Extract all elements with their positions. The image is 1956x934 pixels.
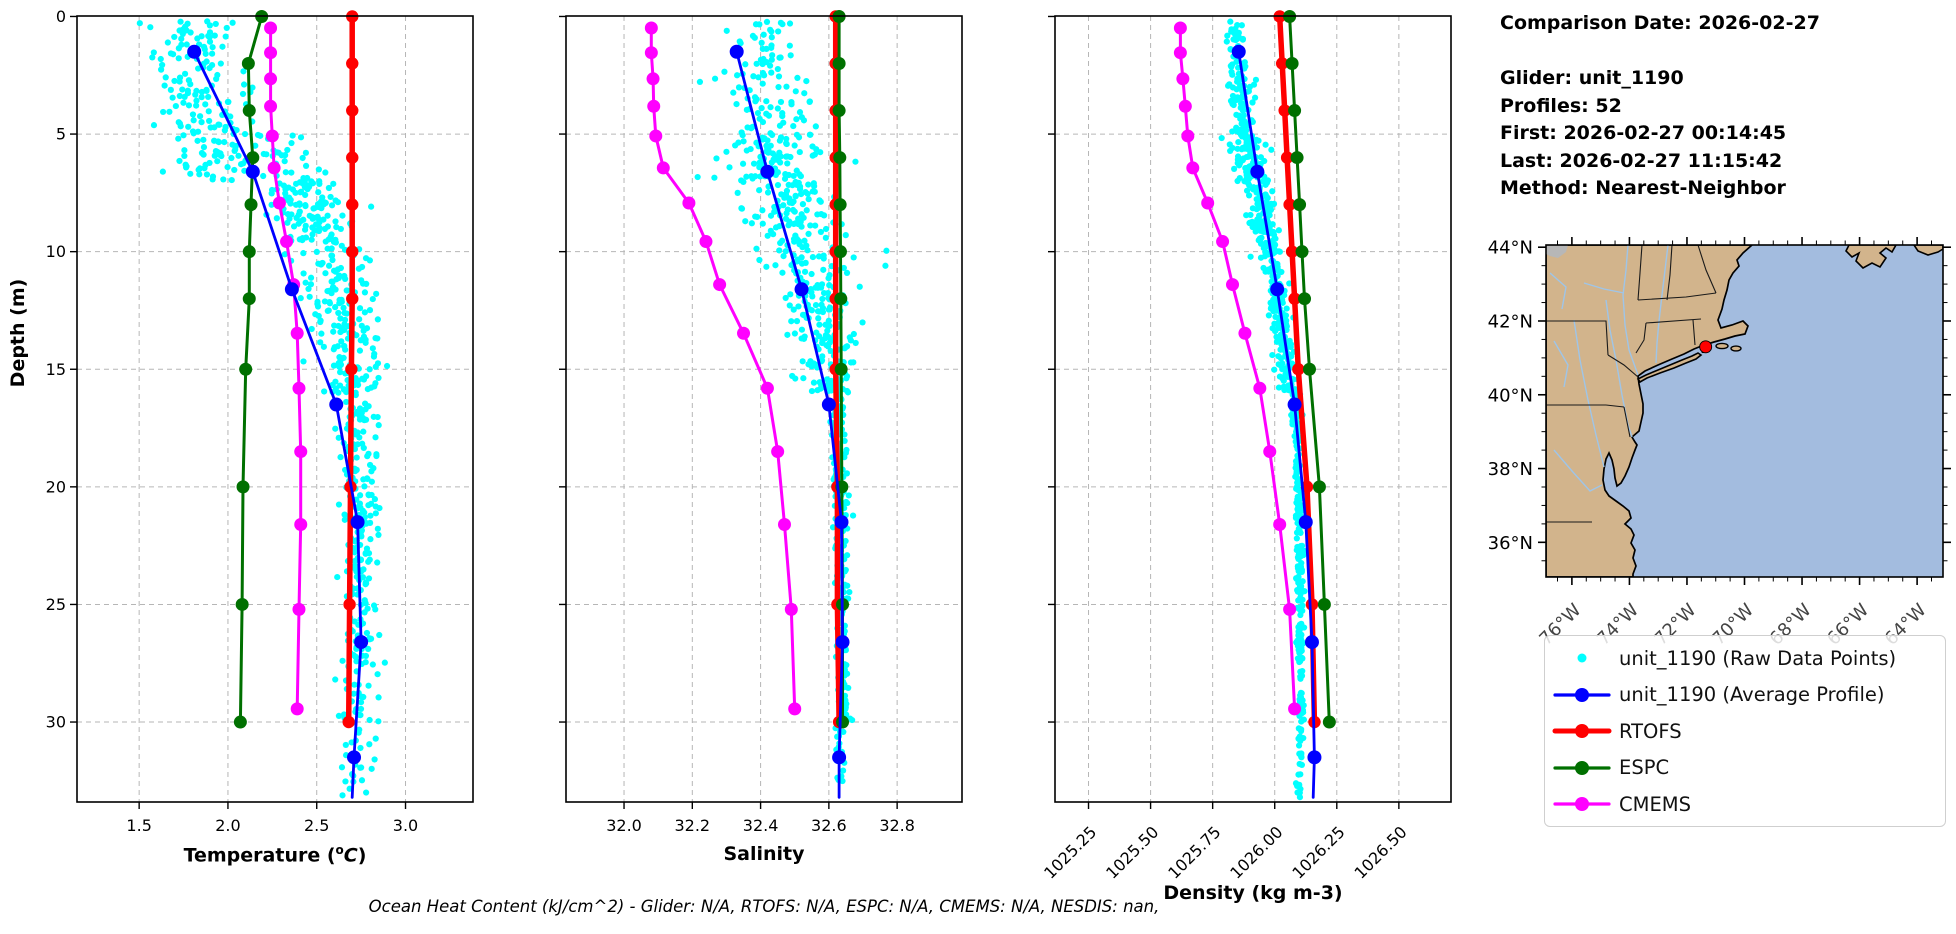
legend-label-rtofs: RTOFS <box>1619 719 1682 743</box>
glider-name-text: Glider: unit_1190 <box>1500 67 1684 89</box>
map-state-border <box>1666 245 1673 301</box>
rtofs-marker-icon <box>1551 718 1613 744</box>
map-river <box>1605 299 1633 438</box>
map-river <box>1622 245 1639 376</box>
x-tick-label: 2.0 <box>215 816 240 835</box>
map-lat-tick-label: 42°N <box>1488 311 1533 332</box>
map-land-northeast-us <box>1546 245 1754 577</box>
profile-line-unit-1190-average-profile- <box>735 50 844 799</box>
x-tick-label: 32.4 <box>743 816 779 835</box>
cmems-marker-icon <box>1551 791 1613 817</box>
legend-item-rtofs: RTOFS <box>1551 713 1939 750</box>
legend-label-raw-data: unit_1190 (Raw Data Points) <box>1619 646 1897 670</box>
legend-item-cmems: CMEMS <box>1551 786 1939 823</box>
average-profile-marker-icon <box>1551 682 1613 708</box>
temperature-axis-label: Temperature (oC) <box>115 843 435 866</box>
legend: unit_1190 (Raw Data Points) unit_1190 (A… <box>1544 635 1946 827</box>
x-tick-label: 2.5 <box>304 816 329 835</box>
legend-label-cmems: CMEMS <box>1619 792 1691 816</box>
map-nova-scotia <box>1845 245 1897 269</box>
map-state-border <box>1637 245 1643 301</box>
x-tick-label: 1.5 <box>126 816 151 835</box>
map-state-border <box>1605 404 1625 408</box>
x-tick-label: 32.6 <box>811 816 847 835</box>
profiles-count-text: Profiles: 52 <box>1500 94 1622 117</box>
method-text: Method: Nearest-Neighbor <box>1500 177 1786 199</box>
map-nantucket <box>1730 345 1742 352</box>
salinity-axis-label: Salinity <box>723 843 805 865</box>
map-long-island <box>1636 352 1703 384</box>
ocean-heat-content-footer: Ocean Heat Content (kJ/cm^2) - Glider: N… <box>368 897 1160 916</box>
legend-item-raw-data: unit_1190 (Raw Data Points) <box>1551 640 1939 677</box>
celsius-symbol: C <box>343 844 358 867</box>
depth-tick-label: 30 <box>46 713 66 732</box>
map-lat-tick-label: 38°N <box>1488 459 1533 480</box>
profile-line-unit-1190-average-profile- <box>1237 50 1316 799</box>
map-river <box>1553 340 1569 388</box>
x-tick-label: 32.0 <box>606 816 642 835</box>
x-tick-label: 32.2 <box>674 816 710 835</box>
legend-label-espc: ESPC <box>1619 756 1670 780</box>
temperature-axis-label-prefix: Temperature ( <box>183 844 336 867</box>
x-tick-label: 1025.75 <box>1164 822 1224 882</box>
first-profile-time-text: First: 2026-02-27 00:14:45 <box>1500 122 1787 144</box>
x-tick-label: 3.0 <box>393 816 418 835</box>
map-state-border <box>1546 320 1609 356</box>
x-tick-label: 1025.25 <box>1040 822 1100 882</box>
map-river <box>1553 449 1603 492</box>
legend-item-espc: ESPC <box>1551 750 1939 787</box>
map-inset: 44°N42°N40°N38°N36°N76°W 74°W 72°W 70°W 68°W… <box>1488 237 1951 650</box>
espc-marker-icon <box>1551 755 1613 781</box>
depth-tick-label: 15 <box>46 360 66 379</box>
map-state-border <box>1697 245 1717 294</box>
x-tick-label: 1026.50 <box>1350 822 1410 882</box>
x-tick-label: 1026.00 <box>1226 822 1286 882</box>
depth-tick-label: 5 <box>56 125 66 144</box>
raw-data-marker-icon <box>1551 645 1613 671</box>
depth-axis-label: Depth (m) <box>7 278 29 388</box>
map-river <box>1583 282 1625 294</box>
profile-line-unit-1190-average-profile- <box>192 50 363 799</box>
map-river <box>1573 319 1605 468</box>
info-spacer <box>1500 38 1820 66</box>
map-marthas-vineyard <box>1715 342 1729 350</box>
legend-label-average-profile: unit_1190 (Average Profile) <box>1619 683 1885 707</box>
depth-tick-label: 10 <box>46 242 66 261</box>
depth-tick-label: 0 <box>56 7 66 26</box>
depth-tick-label: 20 <box>46 477 66 496</box>
last-profile-time-text: Last: 2026-02-27 11:15:42 <box>1500 149 1783 172</box>
comparison-info-block: Comparison Date: 2026-02-27 Glider: unit… <box>1500 10 1820 203</box>
map-river <box>1655 245 1669 364</box>
comparison-date-text: Comparison Date: 2026-02-27 <box>1500 12 1820 34</box>
panel-temperature: 1.5 2.0 2.5 3.0 0 5 10 15 20 25 30 <box>46 7 474 835</box>
map-state-border <box>1635 322 1647 354</box>
map-state-border <box>1637 292 1717 301</box>
map-river <box>1549 272 1567 310</box>
map-state-border <box>1607 354 1639 378</box>
map-lat-tick-label: 44°N <box>1488 238 1533 259</box>
x-tick-label: 1026.25 <box>1288 822 1348 882</box>
map-highland-patch <box>1546 245 1568 258</box>
map-state-border <box>1692 319 1696 346</box>
x-tick-label: 1025.50 <box>1102 822 1162 882</box>
glider-location-marker <box>1699 340 1713 354</box>
map-lat-tick-label: 36°N <box>1488 533 1533 554</box>
density-axis-label: Density (kg m-3) <box>1163 882 1343 904</box>
map-cape-breton <box>1913 245 1943 256</box>
x-tick-label: 32.8 <box>879 816 915 835</box>
temperature-axis-label-suffix: ) <box>357 844 367 867</box>
map-state-border <box>1623 406 1631 438</box>
depth-tick-label: 25 <box>46 595 66 614</box>
map-state-border <box>1645 318 1702 324</box>
degree-sup: o <box>335 843 344 857</box>
map-lat-tick-label: 40°N <box>1488 385 1533 406</box>
panel-density: 1025.25 1025.50 1025.75 1026.00 1026.25 1026.… <box>1040 9 1452 883</box>
panel-salinity: 32.0 32.2 32.4 32.6 32.8 <box>559 9 963 835</box>
profile-line-cmems <box>649 26 797 711</box>
legend-item-average-profile: unit_1190 (Average Profile) <box>1551 677 1939 714</box>
